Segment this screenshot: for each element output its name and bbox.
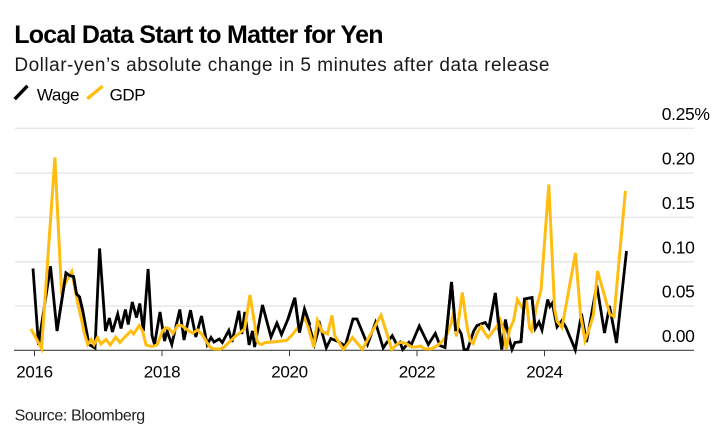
svg-text:0.25%: 0.25% <box>662 104 710 124</box>
svg-text:0.20: 0.20 <box>662 149 695 169</box>
svg-text:0.10: 0.10 <box>662 237 695 257</box>
svg-text:0.00: 0.00 <box>662 326 695 346</box>
svg-text:2016: 2016 <box>16 362 53 381</box>
svg-text:Local Data Start to Matter for: Local Data Start to Matter for Yen <box>14 21 383 49</box>
svg-text:Dollar-yen’s absolute change i: Dollar-yen’s absolute change in 5 minute… <box>14 55 550 76</box>
svg-text:0.05: 0.05 <box>662 282 695 302</box>
svg-text:2024: 2024 <box>526 362 563 381</box>
svg-text:2022: 2022 <box>399 362 436 381</box>
svg-text:GDP: GDP <box>110 86 146 105</box>
svg-text:Source: Bloomberg: Source: Bloomberg <box>15 408 145 425</box>
svg-text:2020: 2020 <box>271 362 308 381</box>
svg-text:Wage: Wage <box>37 86 79 105</box>
svg-text:2018: 2018 <box>144 362 181 381</box>
svg-text:0.15: 0.15 <box>662 193 695 213</box>
